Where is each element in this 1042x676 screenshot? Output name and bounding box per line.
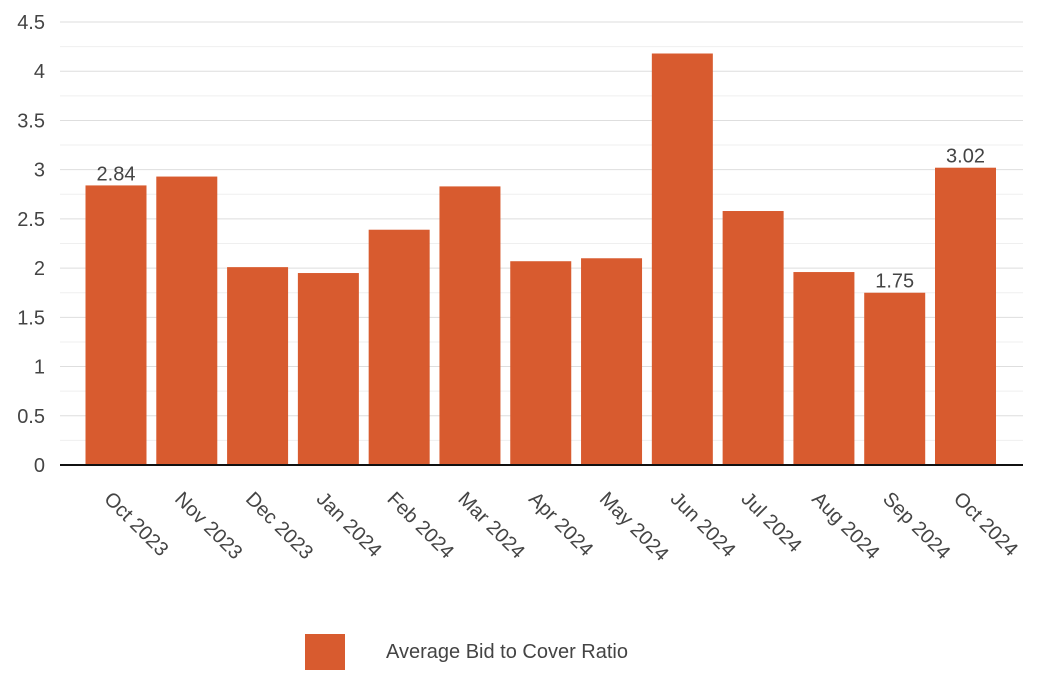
- data-label: 3.02: [946, 146, 985, 168]
- y-tick-label: 1: [34, 357, 45, 379]
- data-label: 2.84: [97, 163, 136, 185]
- legend-label: Average Bid to Cover Ratio: [386, 640, 628, 663]
- y-tick-label: 0: [34, 455, 45, 477]
- data-label: 1.75: [875, 271, 914, 293]
- y-tick-label: 1.5: [17, 307, 45, 329]
- x-tick-label: Jul 2024: [737, 488, 806, 557]
- bar: [227, 267, 289, 465]
- y-tick-label: 3: [34, 160, 45, 182]
- y-tick-label: 4: [34, 61, 45, 83]
- x-tick-label: Nov 2023: [170, 488, 246, 564]
- bar: [651, 53, 713, 465]
- bar: [581, 258, 643, 465]
- x-tick-label: Jan 2024: [312, 488, 386, 562]
- data-labels: 2.84 1.75 3.02: [97, 146, 985, 293]
- bar: [864, 292, 926, 465]
- y-tick-label: 0.5: [17, 406, 45, 428]
- y-tick-label: 2: [34, 258, 45, 280]
- x-tick-label: Sep 2024: [878, 488, 954, 564]
- bar: [156, 176, 218, 465]
- legend: Average Bid to Cover Ratio: [305, 634, 628, 670]
- y-tick-label: 2.5: [17, 209, 45, 231]
- bar: [793, 272, 855, 465]
- x-tick-label: Oct 2023: [99, 488, 172, 561]
- gridlines: [60, 21, 1023, 441]
- x-tick-label: Aug 2024: [807, 488, 883, 564]
- x-tick-label: May 2024: [595, 488, 673, 566]
- bar: [722, 211, 784, 465]
- bars: [85, 53, 996, 465]
- x-tick-label: Feb 2024: [383, 488, 458, 563]
- bar: [297, 273, 359, 465]
- x-tick-label: Apr 2024: [524, 488, 597, 561]
- bar: [935, 167, 996, 465]
- legend-swatch: [305, 634, 345, 670]
- bar: [510, 261, 572, 465]
- x-tick-label: Dec 2023: [241, 488, 317, 564]
- x-tick-label: Jun 2024: [666, 488, 740, 562]
- y-tick-label: 4.5: [17, 12, 45, 34]
- y-tick-label: 3.5: [17, 110, 45, 132]
- bar: [439, 186, 501, 465]
- bar: [368, 229, 430, 465]
- x-tick-label: Mar 2024: [453, 488, 528, 563]
- y-axis: 0 0.5 1 1.5 2 2.5 3 3.5 4 4.5: [17, 12, 45, 477]
- x-tick-label: Oct 2024: [949, 488, 1022, 561]
- bar: [85, 185, 147, 465]
